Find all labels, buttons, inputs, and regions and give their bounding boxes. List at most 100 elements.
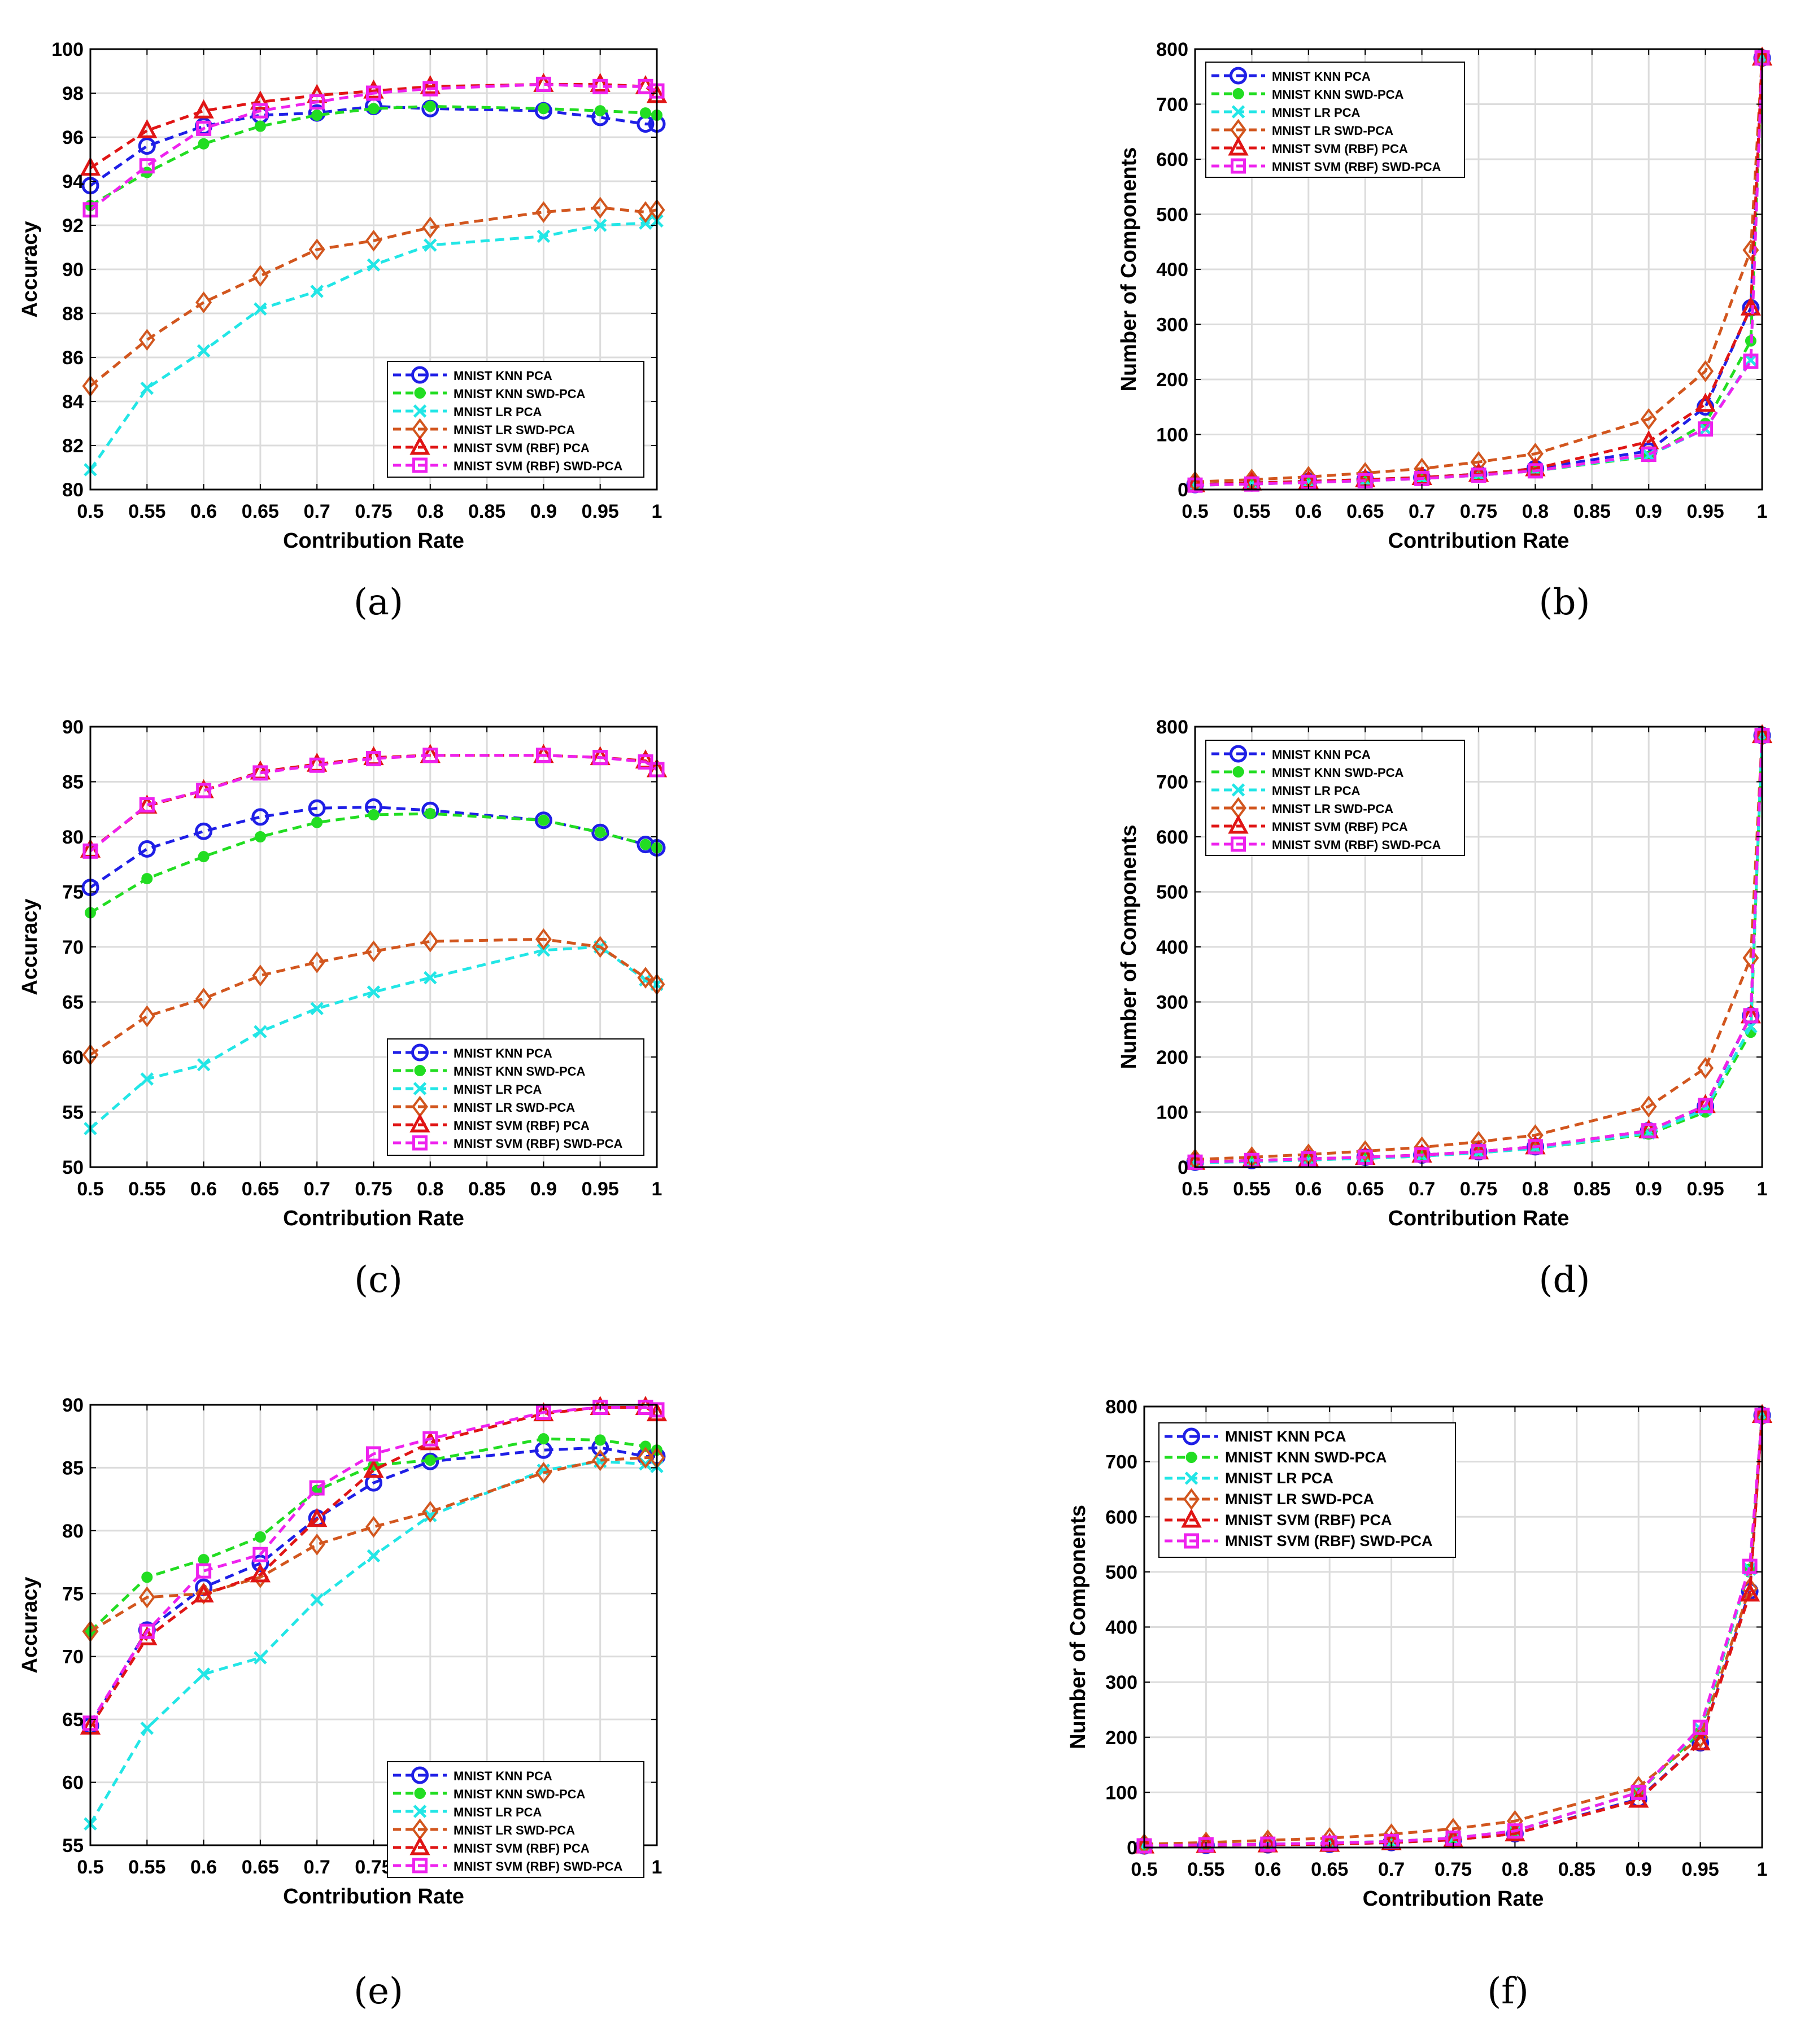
data-point [139, 158, 155, 174]
legend-label: MNIST LR SWD-PCA [1225, 1491, 1374, 1508]
data-point [196, 1563, 212, 1579]
x-tick-label: 0.95 [582, 501, 619, 522]
y-tick-label: 84 [62, 391, 84, 413]
x-tick-label: 0.7 [1409, 1178, 1435, 1200]
legend-marker [411, 366, 429, 384]
legend-marker [414, 1788, 426, 1799]
x-tick-label: 0.75 [1460, 501, 1497, 522]
data-point [637, 1447, 654, 1469]
data-point [196, 120, 212, 136]
data-point [638, 754, 653, 770]
y-tick-label: 82 [62, 435, 84, 457]
x-tick-label: 0.7 [304, 1857, 330, 1878]
x-tick-label: 1 [652, 1178, 662, 1200]
legend: MNIST KNN PCA MNIST KNN SWD-PCA MNIST LR P… [1205, 62, 1465, 178]
data-point [138, 329, 155, 351]
x-axis-label: Contribution Rate [283, 1207, 464, 1230]
data-point [311, 816, 323, 828]
y-tick-label: 86 [62, 347, 84, 369]
x-tick-label: 0.75 [355, 1178, 392, 1200]
data-point [254, 831, 266, 842]
legend-marker [409, 435, 430, 455]
legend-label: MNIST LR SWD-PCA [1272, 124, 1393, 138]
data-point [422, 81, 438, 97]
legend-marker [413, 1082, 427, 1095]
x-tick-label: 0.65 [1346, 501, 1384, 522]
data-point [365, 940, 382, 963]
data-point [138, 137, 156, 155]
data-point [368, 809, 380, 820]
data-point [1742, 1558, 1758, 1574]
data-point [309, 1480, 325, 1496]
legend-label: MNIST KNN SWD-PCA [1272, 766, 1404, 780]
data-point [1697, 360, 1714, 382]
data-point [254, 1531, 266, 1543]
y-tick-label: 65 [62, 1709, 84, 1731]
data-point [310, 1593, 324, 1607]
y-tick-label: 92 [62, 215, 84, 237]
data-point [198, 851, 210, 863]
data-point [250, 90, 271, 110]
x-tick-label: 0.9 [1636, 501, 1662, 522]
data-point [594, 827, 606, 838]
legend-label: MNIST LR SWD-PCA [1272, 802, 1393, 816]
data-point [1470, 451, 1487, 473]
data-point [1641, 1123, 1656, 1139]
legend-marker [414, 1065, 426, 1076]
series-3 [82, 1447, 665, 1643]
data-point [138, 1005, 155, 1028]
data-point [592, 1399, 608, 1415]
data-point [424, 971, 437, 985]
x-axis-label: Contribution Rate [1388, 1207, 1570, 1230]
data-point [254, 302, 267, 316]
data-point [592, 936, 609, 958]
data-point [592, 78, 608, 94]
x-tick-label: 0.8 [1502, 1859, 1528, 1880]
y-tick-label: 800 [1156, 39, 1188, 60]
x-tick-label: 0.75 [355, 501, 392, 522]
series-line [89, 206, 657, 387]
data-point [367, 1549, 381, 1563]
y-tick-label: 700 [1105, 1452, 1137, 1473]
data-point [592, 750, 608, 766]
x-tick-label: 0.5 [77, 1857, 103, 1878]
data-point [365, 229, 382, 252]
legend-label: MNIST SVM (RBF) PCA [454, 441, 590, 455]
legend-marker [1185, 1452, 1197, 1463]
series-2 [84, 214, 664, 477]
data-point [1198, 1837, 1214, 1853]
legend-label: MNIST KNN SWD-PCA [1225, 1449, 1387, 1466]
x-axis-label: Contribution Rate [1363, 1887, 1544, 1911]
data-point [422, 216, 439, 239]
data-point [363, 1458, 384, 1478]
series-line [1195, 58, 1764, 487]
data-point [537, 1464, 551, 1477]
x-tick-label: 0.7 [304, 501, 330, 522]
data-point [420, 1431, 441, 1451]
x-tick-label: 0.75 [1460, 1178, 1497, 1200]
legend-label: MNIST SVM (RBF) SWD-PCA [1225, 1532, 1432, 1549]
data-point [639, 107, 651, 119]
data-point [252, 964, 269, 987]
y-tick-label: 80 [62, 827, 84, 848]
y-tick-label: 500 [1105, 1562, 1137, 1583]
x-tick-label: 0.95 [1682, 1859, 1719, 1880]
legend-label: MNIST LR SWD-PCA [454, 423, 575, 437]
x-tick-label: 0.6 [190, 501, 217, 522]
data-point [309, 94, 325, 110]
y-tick-label: 300 [1156, 315, 1188, 336]
legend-marker [1231, 783, 1245, 797]
legend-marker [1183, 1488, 1200, 1510]
data-point [1697, 1057, 1714, 1079]
chart-f: 0.5 0.55 0.6 0.65 0.7 0.75 0.8 0.85 0.9 0.95 1 0 100… [1066, 1396, 1773, 1911]
data-point [308, 951, 325, 973]
data-point [639, 1440, 651, 1452]
data-point [254, 1025, 267, 1038]
legend-box [387, 1761, 644, 1878]
x-tick-label: 0.8 [417, 501, 443, 522]
y-tick-label: 100 [51, 39, 84, 60]
data-point [366, 85, 381, 101]
data-point [196, 783, 212, 798]
data-point [422, 748, 438, 763]
legend-label: MNIST KNN PCA [1272, 69, 1371, 84]
